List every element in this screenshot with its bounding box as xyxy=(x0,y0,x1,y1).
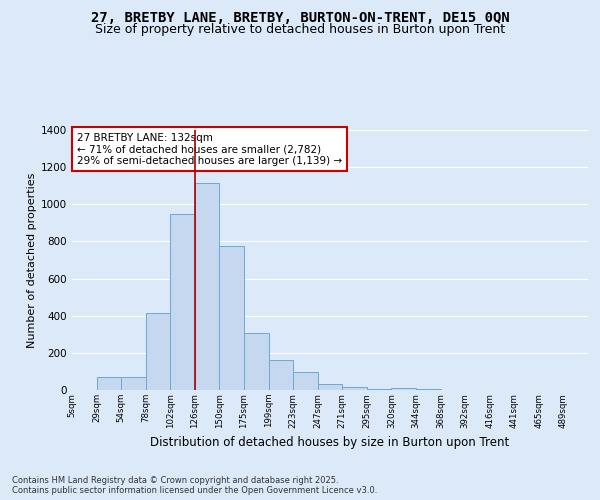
Bar xyxy=(220,246,244,390)
Bar xyxy=(293,372,318,390)
Bar xyxy=(269,360,293,390)
Bar xyxy=(367,388,391,390)
Bar xyxy=(170,214,195,390)
Bar xyxy=(318,384,342,390)
Bar xyxy=(342,387,367,390)
Bar xyxy=(416,389,440,390)
Text: 27 BRETBY LANE: 132sqm
← 71% of detached houses are smaller (2,782)
29% of semi-: 27 BRETBY LANE: 132sqm ← 71% of detached… xyxy=(77,132,342,166)
Bar xyxy=(97,378,121,390)
Text: Size of property relative to detached houses in Burton upon Trent: Size of property relative to detached ho… xyxy=(95,22,505,36)
X-axis label: Distribution of detached houses by size in Burton upon Trent: Distribution of detached houses by size … xyxy=(151,436,509,449)
Bar xyxy=(195,183,220,390)
Bar xyxy=(244,333,269,390)
Bar xyxy=(146,313,170,390)
Text: 27, BRETBY LANE, BRETBY, BURTON-ON-TRENT, DE15 0QN: 27, BRETBY LANE, BRETBY, BURTON-ON-TRENT… xyxy=(91,11,509,25)
Text: Contains HM Land Registry data © Crown copyright and database right 2025.
Contai: Contains HM Land Registry data © Crown c… xyxy=(12,476,377,495)
Bar xyxy=(391,388,416,390)
Y-axis label: Number of detached properties: Number of detached properties xyxy=(27,172,37,348)
Bar xyxy=(121,378,146,390)
